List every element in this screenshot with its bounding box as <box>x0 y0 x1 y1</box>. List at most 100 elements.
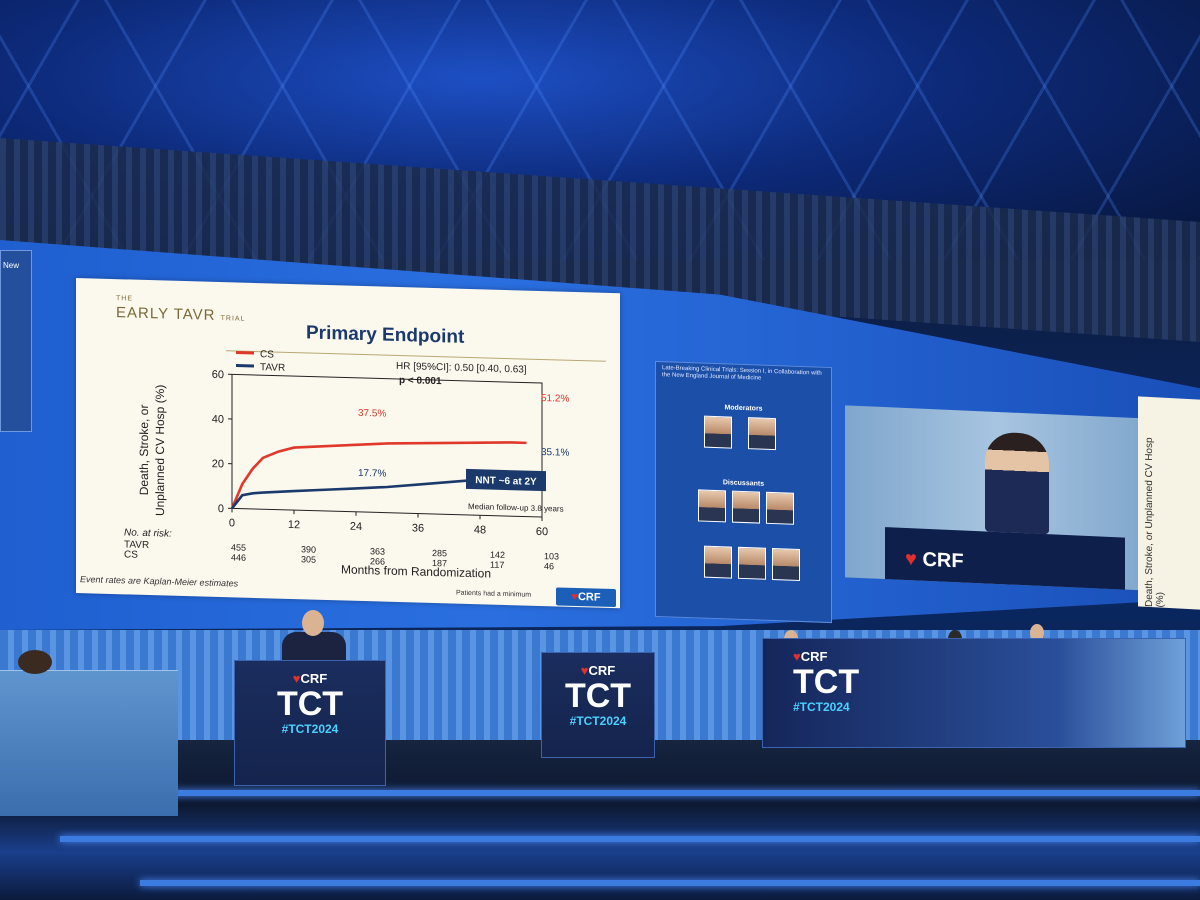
speaker-video-feed: ♥ CRF <box>845 405 1150 591</box>
discussant-photo <box>766 491 794 525</box>
nnt-box <box>466 468 546 492</box>
podium-left: ♥CRF TCT #TCT2024 <box>234 660 386 786</box>
heart-icon: ♥ <box>292 671 301 686</box>
podium-center: ♥CRF TCT #TCT2024 <box>541 652 655 758</box>
podium-hashtag: #TCT2024 <box>569 714 627 728</box>
nnt-text: NNT ~6 at 2Y <box>475 475 537 488</box>
session-title: Late-Breaking Clinical Trials: Session I… <box>662 365 822 382</box>
panelist-head <box>1030 624 1044 642</box>
left-screen-panel <box>0 670 178 816</box>
cs-mid-label: 37.5% <box>358 408 386 420</box>
right-slide-text: Death, Stroke, or Unplanned CV Hosp (%) <box>1144 437 1166 608</box>
logo-sub: TRIAL <box>220 315 246 323</box>
logo-the: THE <box>116 295 133 303</box>
heart-icon: ♥ <box>580 663 589 678</box>
table-crf-text: CRF <box>800 649 828 664</box>
at-risk-cell-tavr: 103 <box>544 551 560 562</box>
podium-crf-text: CRF <box>588 663 616 678</box>
chart-legend: CS TAVR <box>236 349 285 374</box>
stage-step-light <box>0 790 1200 796</box>
discussants-heading: Discussants <box>722 479 765 488</box>
moderators-heading: Moderators <box>724 404 763 413</box>
discussant-photo <box>738 546 766 580</box>
at-risk-cell-tavr: 142 <box>490 549 506 560</box>
discussant-photo <box>698 489 726 523</box>
table-hashtag: #TCT2024 <box>793 700 850 714</box>
moderator-photo <box>748 417 776 451</box>
speaker-head <box>302 610 324 636</box>
x-tick-label: 36 <box>412 522 424 534</box>
y-tick-label: 20 <box>212 458 224 470</box>
speaker-figure <box>985 431 1049 535</box>
legend-tavr: TAVR <box>260 362 285 374</box>
left-partial-slide: New <box>0 250 32 432</box>
stage-step-light <box>140 880 1200 886</box>
x-tick-label: 48 <box>474 524 486 536</box>
panel-table: ♥CRF TCT #TCT2024 <box>762 638 1186 748</box>
podium-tct: TCT <box>564 677 632 715</box>
legend-cs: CS <box>260 349 274 360</box>
x-tick-label: 24 <box>350 521 362 533</box>
y-tick-label: 0 <box>218 503 224 515</box>
slide-footnote-2: Patients had a minimum <box>456 589 532 599</box>
at-risk-cs-label: CS <box>124 549 138 561</box>
legend-cs-swatch <box>236 350 254 355</box>
early-tavr-logo: THE EARLY TAVR TRIAL <box>116 287 246 325</box>
logo-main: EARLY TAVR <box>116 304 216 324</box>
ylabel-line-2: Unplanned CV Hosp (%) <box>153 384 167 516</box>
right-partial-slide: Death, Stroke, or Unplanned CV Hosp (%) <box>1138 396 1200 610</box>
at-risk-cell-cs: 187 <box>432 557 448 569</box>
crf-badge: ♥CRF <box>556 587 616 608</box>
crf-badge-text: CRF <box>577 591 601 604</box>
y-tick-label: 40 <box>212 413 224 425</box>
left-slide-text: New <box>3 261 20 270</box>
at-risk-cell-cs: 266 <box>370 556 386 567</box>
cs-end-label: 51.2% <box>541 393 569 405</box>
video-crf-text: CRF <box>922 548 964 573</box>
legend-tavr-swatch <box>236 363 254 368</box>
session-panel-slide: Late-Breaking Clinical Trials: Session I… <box>655 360 832 624</box>
stage-step-light <box>60 836 1200 842</box>
stage-floor <box>0 740 1200 900</box>
at-risk-cell-tavr: 455 <box>231 542 247 553</box>
p-value: p < 0.001 <box>399 375 442 387</box>
heart-icon: ♥ <box>793 649 801 664</box>
podium-crf: ♥CRF <box>542 663 654 678</box>
podium-hashtag: #TCT2024 <box>281 722 339 736</box>
kaplan-meier-chart: 0 20 40 60 0 12 24 36 48 60 Death, Stroke, or Unp… <box>137 349 569 580</box>
table-crf: ♥CRF <box>793 649 1185 664</box>
panelist-head <box>18 650 52 674</box>
tavr-end-label: 35.1% <box>541 447 569 459</box>
video-crf-logo: ♥ CRF <box>905 548 964 574</box>
y-tick-label: 60 <box>212 369 224 381</box>
tavr-mid-label: 17.7% <box>358 468 386 480</box>
podium-tct: TCT <box>276 685 344 723</box>
x-tick-label: 12 <box>288 519 300 531</box>
at-risk-cell-cs: 446 <box>231 552 247 563</box>
table-tct: TCT <box>793 663 860 701</box>
x-tick-label: 0 <box>229 517 235 529</box>
moderator-photo <box>704 415 732 449</box>
at-risk-cell-tavr: 285 <box>432 547 448 559</box>
plot-frame <box>231 373 543 518</box>
series-line-cs <box>230 441 527 509</box>
chart-axes: 0 20 40 60 0 12 24 36 48 60 <box>212 369 548 538</box>
heart-icon: ♥ <box>905 547 917 571</box>
at-risk-cell-tavr: 390 <box>301 544 317 555</box>
at-risk-cell-cs: 305 <box>301 554 317 565</box>
discussant-photo <box>704 545 732 579</box>
discussant-photo <box>772 547 800 581</box>
at-risk-title: No. at risk: <box>124 527 172 540</box>
at-risk-cell-cs: 46 <box>544 561 555 572</box>
discussant-photo <box>732 490 760 524</box>
followup-text: Median follow-up 3.8 years <box>468 502 564 514</box>
at-risk-cell-tavr: 363 <box>370 546 386 557</box>
ylabel-line-1: Death, Stroke, or <box>137 404 151 495</box>
xlabel: Months from Randomization <box>341 562 491 580</box>
podium-crf-text: CRF <box>300 671 328 686</box>
hr-text: HR [95%CI]: 0.50 [0.40, 0.63] <box>396 361 527 376</box>
podium-crf: ♥CRF <box>235 671 385 686</box>
x-tick-label: 60 <box>536 526 548 538</box>
at-risk-cell-cs: 117 <box>490 559 505 570</box>
